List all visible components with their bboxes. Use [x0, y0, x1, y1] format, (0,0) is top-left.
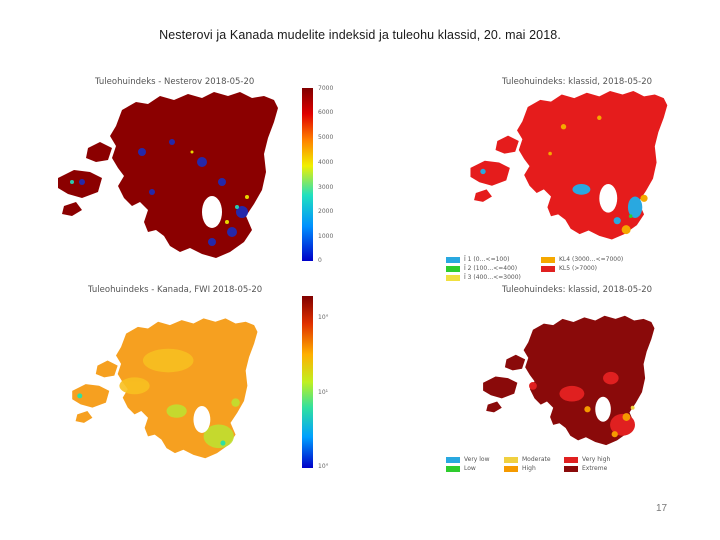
legend-item: Moderate	[504, 456, 551, 463]
legend-swatch	[564, 465, 578, 472]
legend-label: KL4 (3000…<=7000)	[559, 256, 624, 263]
canada-tick-bottom: 10°	[318, 463, 329, 470]
legend-item: Ǐ 1 (0…<=100)	[446, 256, 509, 263]
canada-classes-title: Tuleohuindeks: klassid, 2018-05-20	[502, 285, 653, 295]
legend-label: Moderate	[522, 456, 551, 463]
legend-item: Extreme	[564, 465, 607, 472]
legend-item: High	[504, 465, 536, 472]
legend-label: Very low	[464, 456, 490, 463]
nesterov-tick-3000: 3000	[318, 184, 334, 191]
legend-swatch	[504, 465, 518, 472]
slide-title: Nesterovi ja Kanada mudelite indeksid ja…	[159, 28, 561, 42]
canada-classes-legend: Very low Moderate Very high Low High Ext…	[446, 456, 686, 476]
legend-label: KL5 (>7000)	[559, 265, 597, 272]
legend-swatch	[446, 274, 460, 281]
legend-swatch	[541, 256, 555, 263]
nesterov-index-map	[52, 82, 282, 272]
nesterov-tick-0: 0	[318, 257, 322, 264]
nesterov-tick-7000: 7000	[318, 85, 334, 92]
canada-colorbar	[302, 296, 313, 468]
canada-tick-mid: 10¹	[318, 389, 329, 396]
canada-classes-panel: Tuleohuindeks: klassid, 2018-05-20 Very …	[440, 282, 700, 477]
canada-classes-map	[448, 308, 688, 456]
legend-swatch	[446, 256, 460, 263]
legend-label: Ǐ 1 (0…<=100)	[464, 256, 510, 263]
legend-swatch	[446, 456, 460, 463]
legend-label: Extreme	[582, 465, 608, 472]
nesterov-colorbar	[302, 88, 313, 261]
legend-item: Low	[446, 465, 476, 472]
legend-label: Very high	[582, 456, 611, 463]
legend-label: High	[522, 465, 536, 472]
nesterov-tick-1000: 1000	[318, 233, 334, 240]
legend-swatch	[446, 265, 460, 272]
nesterov-tick-6000: 6000	[318, 109, 334, 116]
canada-fwi-title: Tuleohuindeks - Kanada, FWI 2018-05-20	[88, 285, 263, 295]
legend-item: Very low	[446, 456, 490, 463]
canada-fwi-panel: Tuleohuindeks - Kanada, FWI 2018-05-20 1…	[40, 282, 340, 472]
nesterov-tick-5000: 5000	[318, 134, 334, 141]
legend-item: KL5 (>7000)	[541, 265, 597, 272]
legend-swatch	[564, 456, 578, 463]
legend-item: Ǐ 3 (400…<=3000)	[446, 274, 521, 281]
nesterov-index-title: Tuleohuindeks - Nesterov 2018-05-20	[95, 77, 255, 87]
nesterov-classes-panel: Tuleohuindeks: klassid, 2018-05-20 Ǐ 1 (…	[440, 74, 700, 284]
nesterov-tick-2000: 2000	[318, 208, 334, 215]
legend-swatch	[446, 465, 460, 472]
page-number: 17	[656, 503, 668, 514]
legend-item: Very high	[564, 456, 610, 463]
legend-swatch	[504, 456, 518, 463]
canada-tick-top: 10°	[318, 314, 329, 321]
nesterov-classes-title: Tuleohuindeks: klassid, 2018-05-20	[502, 77, 653, 87]
nesterov-index-panel: Tuleohuindeks - Nesterov 2018-05-20 7000…	[40, 74, 340, 274]
nesterov-classes-legend: Ǐ 1 (0…<=100) KL4 (3000…<=7000) Ǐ 2 (100…	[446, 256, 686, 284]
canada-fwi-map	[44, 310, 284, 470]
legend-label: Ǐ 3 (400…<=3000)	[464, 274, 521, 281]
nesterov-tick-4000: 4000	[318, 159, 334, 166]
legend-label: Ǐ 2 (100…<=400)	[464, 265, 518, 272]
legend-swatch	[541, 265, 555, 272]
nesterov-classes-map	[448, 82, 688, 252]
legend-item: KL4 (3000…<=7000)	[541, 256, 623, 263]
legend-item: Ǐ 2 (100…<=400)	[446, 265, 517, 272]
legend-label: Low	[464, 465, 476, 472]
